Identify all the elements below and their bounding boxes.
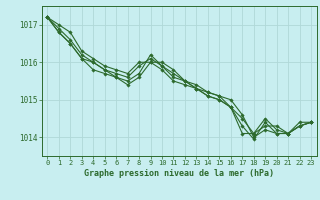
X-axis label: Graphe pression niveau de la mer (hPa): Graphe pression niveau de la mer (hPa) bbox=[84, 169, 274, 178]
